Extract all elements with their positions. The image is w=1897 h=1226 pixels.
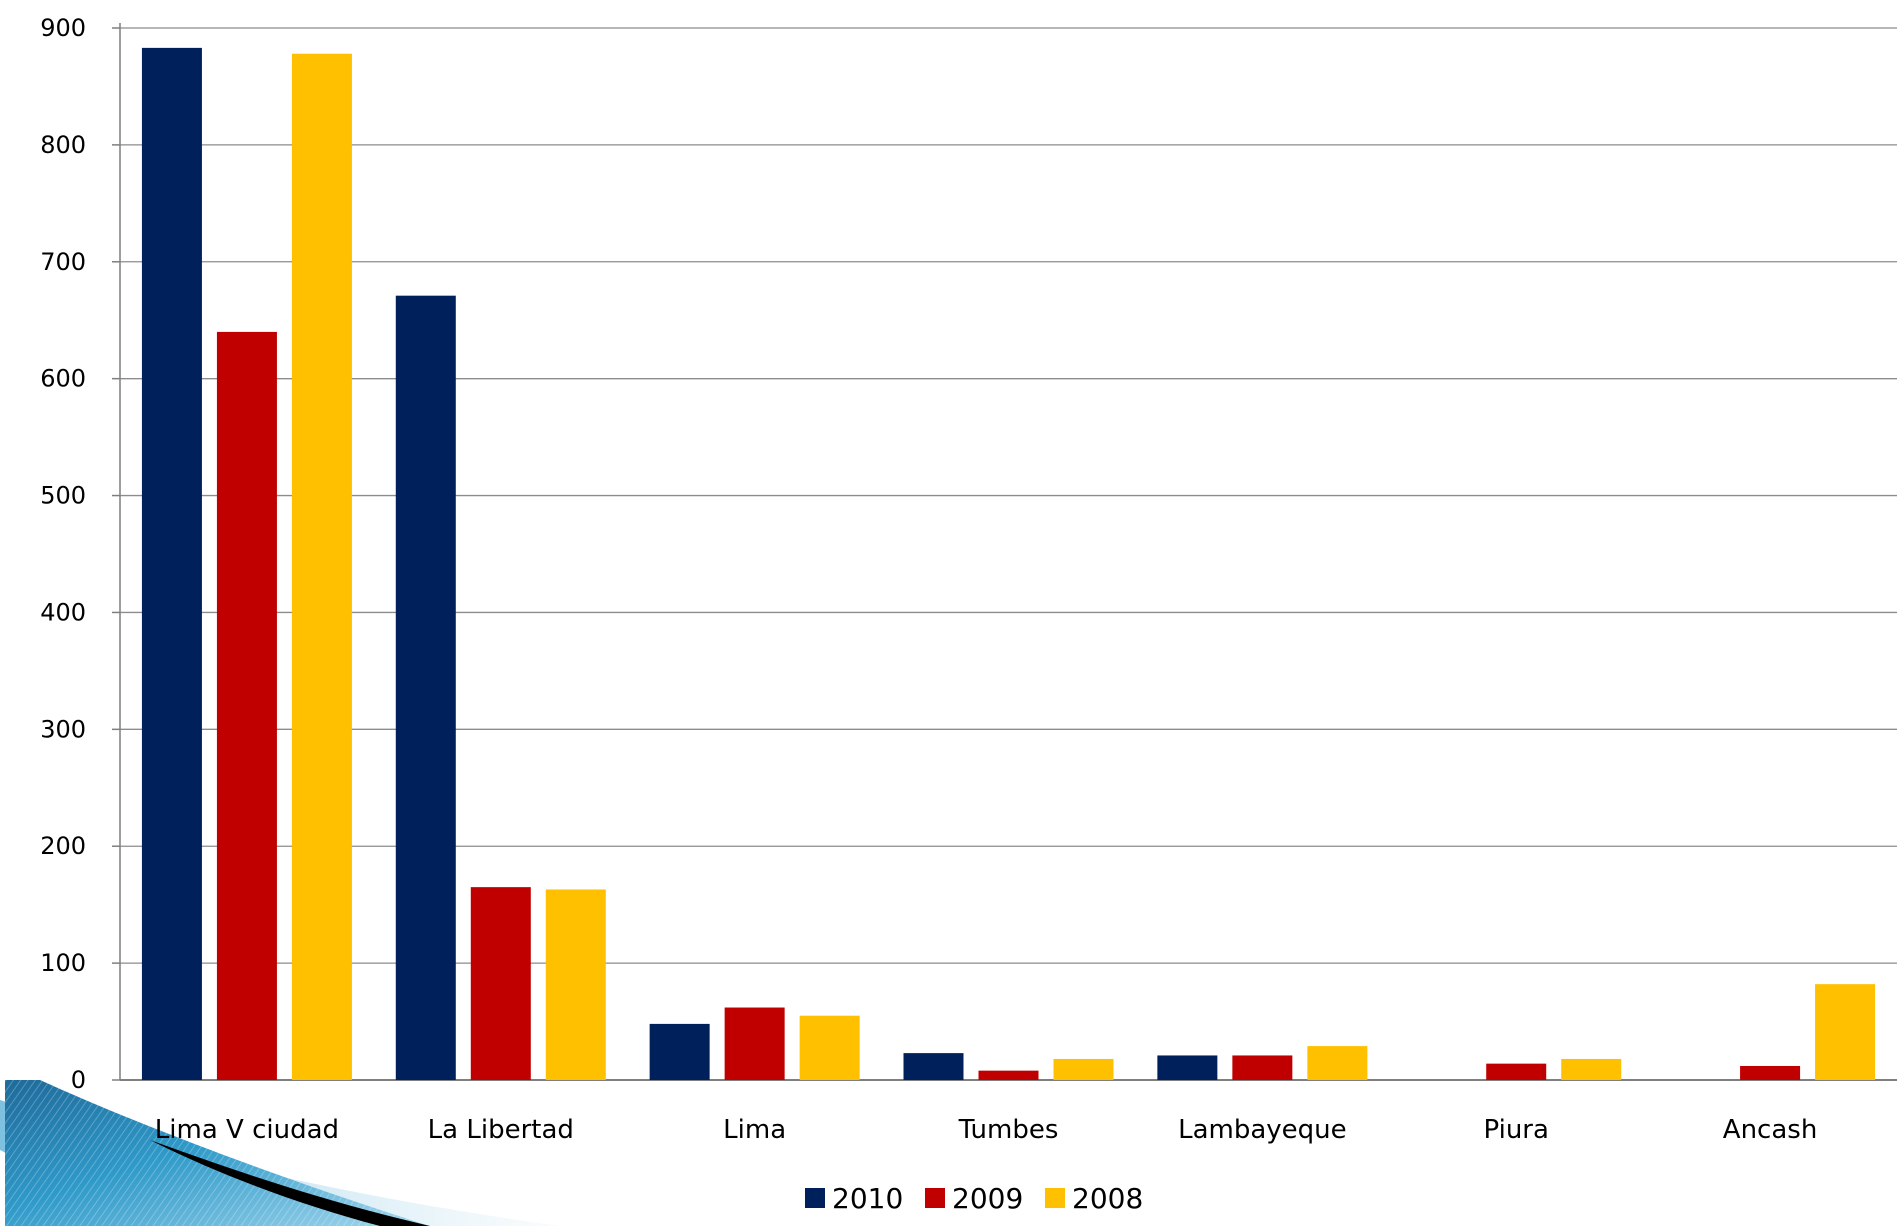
bar-2008-lima <box>799 1015 860 1080</box>
bar-2009-lambayeque <box>1232 1055 1293 1080</box>
gridlines <box>120 27 1897 1081</box>
bar-2009-lima <box>724 1007 785 1080</box>
bar-2009-piura <box>1486 1063 1547 1080</box>
y-tick-label-800: 800 <box>40 131 86 159</box>
bar-2010-tumbes <box>903 1053 964 1080</box>
y-tick-label-900: 900 <box>40 14 86 42</box>
y-tick-label-700: 700 <box>40 248 86 276</box>
x-axis-category-labels: Lima V ciudad La Libertad Lima Tumbes Lambay… <box>155 1115 1818 1145</box>
x-category-label-la-libertad: La Libertad <box>428 1115 574 1145</box>
y-tick-label-0: 0 <box>71 1066 86 1094</box>
x-category-label-piura: Piura <box>1483 1115 1548 1145</box>
x-category-label-lima-v-ciudad: Lima V ciudad <box>155 1115 339 1145</box>
bar-2009-la-libertad <box>470 887 531 1080</box>
legend-swatch-2010 <box>805 1188 825 1208</box>
legend-swatch-2008 <box>1045 1188 1065 1208</box>
bar-2009-tumbes <box>978 1070 1039 1080</box>
swoosh-hatch-overlay <box>5 1080 430 1226</box>
x-category-label-ancash: Ancash <box>1723 1115 1818 1145</box>
y-axis: 0 100 200 300 400 500 600 700 800 900 <box>40 14 121 1094</box>
x-category-label-lima: Lima <box>723 1115 786 1145</box>
bar-2010-lima-v-ciudad <box>141 47 202 1081</box>
x-category-label-lambayeque: Lambayeque <box>1178 1115 1347 1145</box>
legend-label-2008: 2008 <box>1072 1182 1143 1215</box>
legend-label-2009: 2009 <box>952 1182 1023 1215</box>
bars <box>141 47 1876 1081</box>
bar-2009-lima-v-ciudad <box>216 331 277 1080</box>
legend: 2010 2009 2008 <box>805 1182 1143 1215</box>
y-tick-label-200: 200 <box>40 832 86 860</box>
bar-2008-lima-v-ciudad <box>291 53 352 1080</box>
bar-2010-la-libertad <box>395 295 456 1081</box>
y-tick-label-100: 100 <box>40 949 86 977</box>
legend-swatch-2009 <box>925 1188 945 1208</box>
legend-label-2010: 2010 <box>832 1182 903 1215</box>
x-category-label-tumbes: Tumbes <box>958 1115 1059 1145</box>
bar-2010-lambayeque <box>1157 1055 1218 1080</box>
bar-2008-piura <box>1561 1058 1622 1080</box>
y-tick-label-300: 300 <box>40 715 86 743</box>
y-tick-label-400: 400 <box>40 598 86 626</box>
bar-2010-lima <box>649 1023 710 1080</box>
bar-2008-lambayeque <box>1307 1046 1368 1080</box>
corner-swoosh-decoration <box>0 1080 560 1226</box>
bar-2008-ancash <box>1815 984 1876 1080</box>
bar-2008-tumbes <box>1053 1058 1114 1080</box>
y-tick-label-500: 500 <box>40 482 86 510</box>
y-tick-label-600: 600 <box>40 365 86 393</box>
bar-2008-la-libertad <box>545 889 606 1080</box>
bar-2009-ancash <box>1740 1065 1801 1080</box>
